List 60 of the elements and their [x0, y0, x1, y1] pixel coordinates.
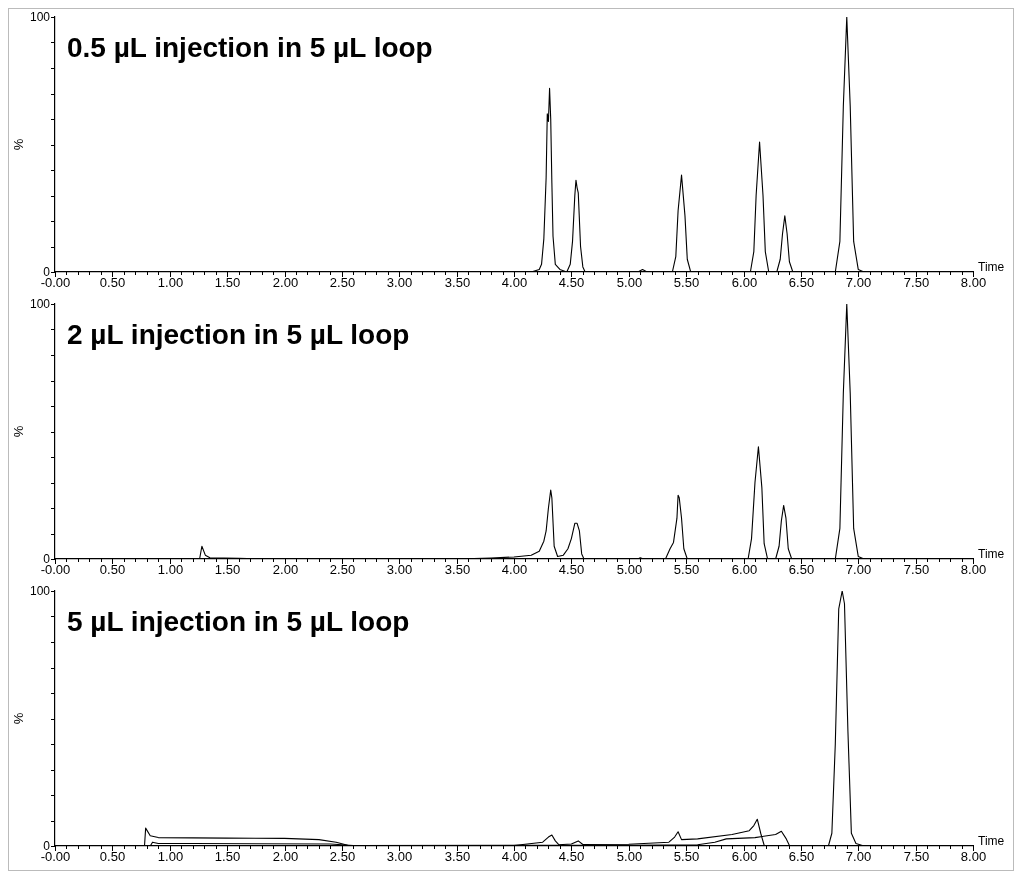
- x-tick-label: 6.50: [788, 849, 815, 865]
- x-tick-label: 5.00: [616, 275, 643, 291]
- x-tick-label: 2.00: [272, 562, 299, 578]
- x-tick-label: 6.00: [731, 562, 758, 578]
- x-tick-label: 0.50: [99, 849, 126, 865]
- x-tick-label: 1.00: [157, 849, 184, 865]
- y-axis-title: %: [10, 138, 26, 151]
- x-axis-title: Time: [978, 260, 1005, 275]
- x-tick-label: 2.50: [329, 849, 356, 865]
- x-tick-label: 3.50: [444, 275, 471, 291]
- y-tick-label: 100: [29, 9, 51, 24]
- y-tick-label: 100: [29, 583, 51, 598]
- x-tick-label: 1.50: [214, 562, 241, 578]
- text: 2 µL injection in 5 µL loop: [67, 318, 410, 350]
- x-tick-label: 5.50: [673, 275, 700, 291]
- x-tick-label: 3.00: [386, 562, 413, 578]
- y-axis-title: %: [10, 425, 26, 438]
- x-tick-label: 6.00: [731, 275, 758, 291]
- x-tick-label: 5.50: [673, 562, 700, 578]
- x-tick-label: 7.00: [845, 849, 872, 865]
- x-tick-label: 2.50: [329, 275, 356, 291]
- x-tick-label: 6.50: [788, 562, 815, 578]
- text: 0.5 µL injection in 5 µL loop: [67, 31, 433, 63]
- x-axis-title: Time: [978, 834, 1005, 849]
- x-tick-label: 2.50: [329, 562, 356, 578]
- x-tick-label: 1.50: [214, 849, 241, 865]
- x-axis-title: Time: [978, 547, 1005, 562]
- x-tick-label: 1.50: [214, 275, 241, 291]
- x-tick-label: 2.00: [272, 849, 299, 865]
- x-tick-label: 4.50: [558, 562, 585, 578]
- text: 5 µL injection in 5 µL loop: [67, 605, 410, 637]
- x-tick-label: 0.50: [99, 275, 126, 291]
- x-tick-label: 0.50: [99, 562, 126, 578]
- x-tick-label: 6.00: [731, 849, 758, 865]
- x-tick-label: 5.00: [616, 849, 643, 865]
- x-tick-label: 7.00: [845, 562, 872, 578]
- x-tick-label: 6.50: [788, 275, 815, 291]
- x-tick-label: 4.00: [501, 562, 528, 578]
- x-tick-label: 8.00: [960, 562, 987, 578]
- x-tick-label: 4.50: [558, 849, 585, 865]
- x-tick-label: 2.00: [272, 275, 299, 291]
- x-tick-label: 5.00: [616, 562, 643, 578]
- x-tick-label: 7.50: [903, 562, 930, 578]
- y-axis-title: %: [10, 712, 26, 725]
- x-tick-label: 7.50: [903, 849, 930, 865]
- x-tick-label: 4.00: [501, 275, 528, 291]
- x-tick-label: 3.00: [386, 275, 413, 291]
- x-tick-label: 8.00: [960, 275, 987, 291]
- x-tick-label: 3.00: [386, 849, 413, 865]
- x-tick-label: 7.00: [845, 275, 872, 291]
- y-tick-label: 100: [29, 296, 51, 311]
- x-tick-label: 1.00: [157, 275, 184, 291]
- x-tick-label: 7.50: [903, 275, 930, 291]
- x-tick-label: 3.50: [444, 849, 471, 865]
- x-tick-label: 8.00: [960, 849, 987, 865]
- x-tick-label: 4.00: [501, 849, 528, 865]
- x-tick-label: 1.00: [157, 562, 184, 578]
- x-tick-label: 4.50: [558, 275, 585, 291]
- x-tick-label: 5.50: [673, 849, 700, 865]
- x-tick-label: 3.50: [444, 562, 471, 578]
